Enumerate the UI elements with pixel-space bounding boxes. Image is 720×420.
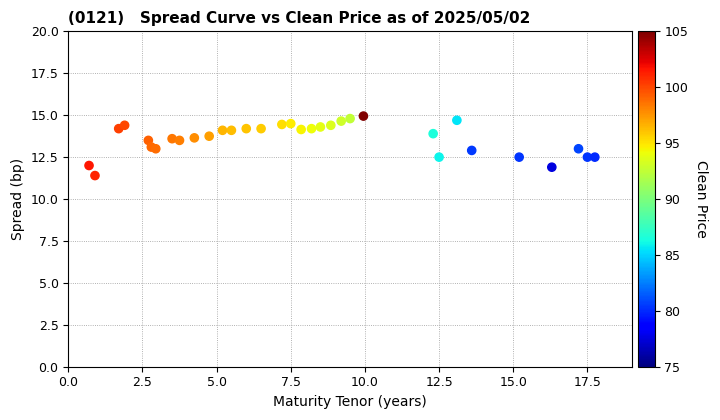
Y-axis label: Spread (bp): Spread (bp) bbox=[11, 158, 25, 240]
Point bbox=[240, 125, 252, 132]
Point bbox=[174, 137, 185, 144]
Point bbox=[546, 164, 557, 171]
Point bbox=[589, 154, 600, 160]
Point bbox=[344, 115, 356, 122]
Point bbox=[276, 121, 287, 128]
Point bbox=[306, 125, 318, 132]
Point bbox=[295, 126, 307, 133]
Point bbox=[217, 127, 228, 134]
Point bbox=[428, 130, 439, 137]
Point bbox=[466, 147, 477, 154]
Point bbox=[336, 118, 347, 124]
Point bbox=[358, 113, 369, 119]
Point bbox=[204, 133, 215, 139]
Point bbox=[89, 172, 101, 179]
Point bbox=[84, 162, 95, 169]
Point bbox=[285, 120, 297, 127]
Point bbox=[189, 134, 200, 141]
Point bbox=[119, 122, 130, 129]
Point bbox=[225, 127, 237, 134]
Point bbox=[513, 154, 525, 160]
Point bbox=[572, 145, 584, 152]
Point bbox=[315, 123, 326, 130]
X-axis label: Maturity Tenor (years): Maturity Tenor (years) bbox=[273, 395, 427, 409]
Point bbox=[433, 154, 445, 160]
Point bbox=[150, 145, 161, 152]
Point bbox=[145, 144, 157, 150]
Point bbox=[256, 125, 267, 132]
Y-axis label: Clean Price: Clean Price bbox=[693, 160, 708, 238]
Point bbox=[113, 125, 125, 132]
Point bbox=[143, 137, 154, 144]
Point bbox=[582, 154, 593, 160]
Text: (0121)   Spread Curve vs Clean Price as of 2025/05/02: (0121) Spread Curve vs Clean Price as of… bbox=[68, 11, 531, 26]
Point bbox=[451, 117, 463, 123]
Point bbox=[325, 122, 336, 129]
Point bbox=[166, 135, 178, 142]
